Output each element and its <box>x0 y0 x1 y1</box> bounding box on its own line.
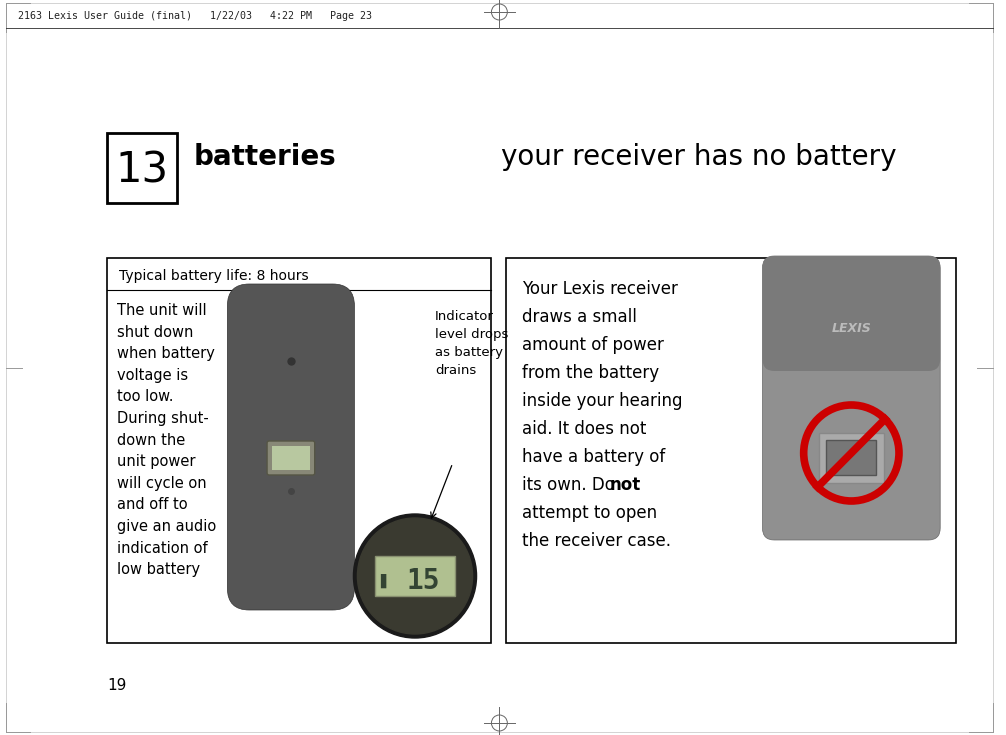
Text: your receiver has no battery: your receiver has no battery <box>501 143 897 171</box>
FancyBboxPatch shape <box>267 441 315 475</box>
Text: Indicator
level drops
as battery
drains: Indicator level drops as battery drains <box>435 310 508 377</box>
FancyBboxPatch shape <box>763 256 941 371</box>
Text: 2163 Lexis User Guide (final)   1/22/03   4:22 PM   Page 23: 2163 Lexis User Guide (final) 1/22/03 4:… <box>18 11 372 21</box>
Bar <box>506 258 956 643</box>
Text: from the battery: from the battery <box>522 364 659 382</box>
Bar <box>272 446 310 470</box>
Text: draws a small: draws a small <box>522 308 637 326</box>
Text: inside your hearing: inside your hearing <box>522 392 683 410</box>
Circle shape <box>357 518 473 634</box>
Bar <box>375 556 455 596</box>
Text: its own. Do: its own. Do <box>522 476 621 494</box>
Bar <box>108 258 492 643</box>
Text: have a battery of: have a battery of <box>522 448 666 466</box>
Text: 19: 19 <box>108 678 127 694</box>
Text: not: not <box>610 476 641 494</box>
Text: 13: 13 <box>116 149 169 191</box>
Text: ▌: ▌ <box>380 574 391 588</box>
Bar <box>819 433 883 483</box>
FancyBboxPatch shape <box>763 256 941 540</box>
Text: The unit will
shut down
when battery
voltage is
too low.
During shut-
down the
u: The unit will shut down when battery vol… <box>117 303 216 577</box>
Bar <box>108 133 177 203</box>
Text: LEXIS: LEXIS <box>832 321 871 334</box>
Text: 15: 15 <box>406 567 440 595</box>
Text: batteries: batteries <box>193 143 336 171</box>
Text: the receiver case.: the receiver case. <box>522 532 671 550</box>
Text: Your Lexis receiver: Your Lexis receiver <box>522 280 678 298</box>
Text: attempt to open: attempt to open <box>522 504 657 522</box>
Text: aid. It does not: aid. It does not <box>522 420 647 438</box>
Text: amount of power: amount of power <box>522 336 664 354</box>
Bar <box>826 440 875 475</box>
FancyBboxPatch shape <box>227 284 354 610</box>
Circle shape <box>353 514 477 638</box>
Text: Typical battery life: 8 hours: Typical battery life: 8 hours <box>119 269 309 283</box>
